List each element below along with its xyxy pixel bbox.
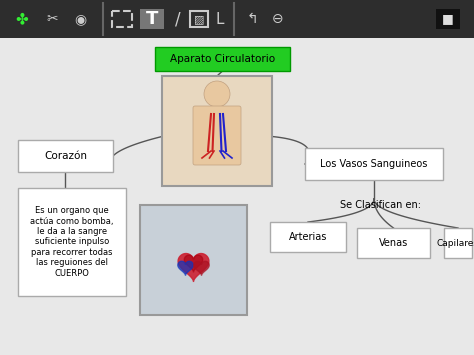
FancyBboxPatch shape — [270, 222, 346, 252]
FancyBboxPatch shape — [436, 9, 460, 29]
Text: ✤: ✤ — [16, 11, 28, 27]
FancyBboxPatch shape — [140, 9, 164, 29]
Text: L: L — [216, 11, 224, 27]
Text: /: / — [175, 10, 181, 28]
Text: ▨: ▨ — [194, 14, 204, 24]
FancyBboxPatch shape — [193, 106, 241, 165]
Text: Los Vasos Sanguineos: Los Vasos Sanguineos — [320, 159, 428, 169]
FancyBboxPatch shape — [18, 140, 113, 172]
Text: T: T — [146, 10, 158, 28]
Polygon shape — [194, 261, 209, 275]
Text: ↰: ↰ — [246, 12, 258, 26]
Polygon shape — [184, 255, 203, 272]
Text: ⊖: ⊖ — [272, 12, 284, 26]
Text: ■: ■ — [442, 12, 454, 26]
Text: Corazón: Corazón — [44, 151, 87, 161]
FancyBboxPatch shape — [444, 228, 472, 258]
Text: ✂: ✂ — [46, 12, 58, 26]
FancyBboxPatch shape — [162, 76, 272, 186]
Text: Aparato Circulatorio: Aparato Circulatorio — [170, 54, 275, 64]
Text: Se Clasifican en:: Se Clasifican en: — [340, 200, 421, 210]
Text: ◉: ◉ — [74, 12, 86, 26]
FancyBboxPatch shape — [18, 188, 126, 296]
FancyBboxPatch shape — [357, 228, 430, 258]
Polygon shape — [178, 253, 209, 282]
Text: Venas: Venas — [379, 238, 408, 248]
FancyBboxPatch shape — [140, 205, 247, 315]
FancyBboxPatch shape — [0, 0, 474, 38]
Text: Arterias: Arterias — [289, 232, 327, 242]
FancyBboxPatch shape — [0, 38, 474, 355]
Polygon shape — [178, 261, 193, 275]
Text: Es un organo que
actúa como bomba,
le da a la sangre
suficiente inpulso
para rec: Es un organo que actúa como bomba, le da… — [30, 206, 114, 278]
Circle shape — [204, 81, 230, 107]
Text: Capilares: Capilares — [437, 239, 474, 247]
FancyBboxPatch shape — [155, 47, 290, 71]
FancyBboxPatch shape — [305, 148, 443, 180]
